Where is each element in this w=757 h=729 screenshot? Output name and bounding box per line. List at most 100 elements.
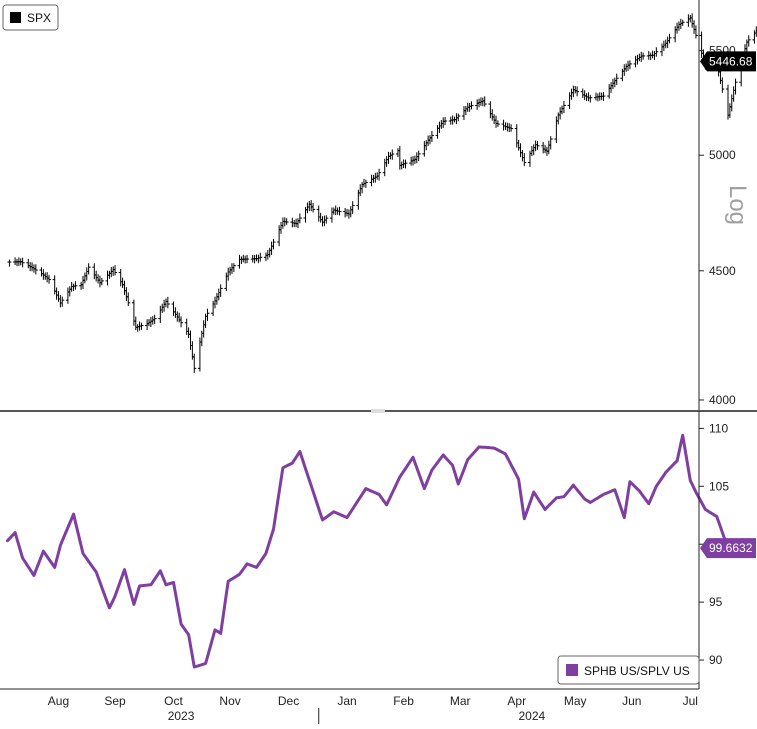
spx-ohlc-bar — [429, 130, 434, 142]
spx-ohlc-bar — [205, 308, 210, 321]
spx-ohlc-bar — [99, 278, 104, 286]
spx-ohlc-bar — [495, 120, 500, 127]
spx-legend[interactable]: SPX — [2, 4, 59, 31]
x-month-label: Sep — [104, 694, 126, 708]
spx-ohlc-bar — [575, 86, 580, 97]
spx-ohlc-bar — [337, 206, 342, 216]
spx-ohlc-bar — [601, 92, 606, 101]
spx-ohlc-bar — [7, 259, 12, 267]
spx-ohlc-bar — [126, 292, 131, 307]
spx-ohlc-bar — [469, 101, 474, 110]
x-axis: Aug Sep Oct Nov Dec Jan Feb Mar Apr May Jun Jul 202… — [0, 688, 699, 724]
spx-ohlc-bar — [482, 96, 487, 107]
spx-ohlc-bar — [693, 25, 698, 39]
spx-ohlc-bar — [33, 264, 38, 275]
x-month-label: Aug — [48, 694, 69, 708]
spx-legend-swatch — [10, 12, 21, 23]
ratio-last-value-badge — [700, 538, 756, 559]
x-month-label: Jan — [337, 694, 356, 708]
ratio-legend-label: SPHB US/SPLV US — [584, 664, 690, 678]
spx-legend-box — [2, 4, 59, 31]
spx-ohlc-bar — [60, 296, 65, 307]
ratio-series-line — [6, 433, 730, 669]
ratio-y-tick-label: 105 — [709, 479, 729, 493]
spx-last-value-marker: 5446.68 — [700, 51, 756, 72]
panel-resize-handle[interactable] — [371, 409, 385, 413]
spx-ohlc-bar — [113, 265, 118, 276]
spx-ohlc-bar — [390, 149, 395, 160]
spx-y-tick-label: 4500 — [709, 264, 736, 278]
spx-ohlc-bar — [284, 218, 289, 225]
spx-ohlc-bar — [720, 77, 725, 93]
ratio-y-tick-label: 95 — [709, 595, 723, 609]
x-month-label: Dec — [278, 694, 299, 708]
ratio-legend-box — [557, 655, 700, 685]
spx-ohlc-bar — [614, 73, 619, 85]
spx-ohlc-bar — [522, 152, 527, 167]
spx-ohlc-bar — [86, 263, 91, 275]
x-month-label: Mar — [450, 694, 471, 708]
x-month-label: Nov — [219, 694, 240, 708]
spx-ohlc-bar — [245, 254, 250, 264]
x-month-label: May — [564, 694, 587, 708]
spx-ohlc-bar — [641, 52, 646, 60]
spx-ohlc-bar — [139, 322, 144, 330]
spx-ohlc-bar — [271, 238, 276, 250]
spx-ohlc-bar — [165, 296, 170, 309]
x-month-label: Jul — [683, 694, 698, 708]
spx-ohlc-bar — [456, 113, 461, 122]
spx-ohlc-bar — [746, 35, 751, 47]
ratio-panel: 9095100105110 99.6632 SPHB US/SPLV US — [6, 411, 756, 689]
spx-last-value-badge — [700, 51, 756, 72]
spx-ohlc-bar — [152, 314, 157, 324]
ratio-y-tick-label: 110 — [709, 421, 728, 435]
ratio-last-value-marker: 99.6632 — [700, 538, 756, 559]
spx-ohlc-bar — [363, 179, 368, 188]
spx-ohlc-bar — [192, 353, 197, 373]
spx-ohlc-bar — [311, 203, 316, 213]
ratio-legend[interactable]: SPHB US/SPLV US — [557, 655, 700, 685]
spx-ohlc-bar — [588, 94, 593, 103]
spx-ohlc-bar — [218, 284, 223, 298]
spx-scale-label: Log — [724, 185, 751, 225]
x-month-label: Apr — [507, 694, 526, 708]
ratio-last-value-label: 99.6632 — [709, 541, 753, 555]
spx-ohlc-bar — [377, 168, 382, 181]
spx-ohlc-bar — [654, 47, 659, 57]
spx-ohlc-bar — [297, 213, 302, 224]
spx-ohlc-bar — [47, 274, 52, 284]
ratio-legend-swatch — [566, 664, 578, 676]
spx-ohlc-bar — [20, 257, 25, 268]
x-year-label: 2023 — [168, 709, 195, 723]
spx-y-tick-label: 4000 — [709, 393, 736, 407]
spx-ohlc-bar — [509, 124, 514, 132]
spx-ohlc-bar — [350, 201, 355, 214]
spx-ohlc-bar — [561, 100, 566, 114]
spx-ohlc-bar — [667, 33, 672, 44]
spx-ohlc-bar — [535, 140, 540, 150]
spx-ohlc-bar — [443, 116, 448, 126]
spx-ohlc-bar — [231, 263, 236, 273]
spx-ohlc-bar — [73, 281, 78, 290]
spx-ohlc-bar — [324, 215, 329, 224]
spx-ohlc-bar — [416, 150, 421, 162]
spx-ohlc-bar — [627, 60, 632, 70]
x-year-label: 2024 — [519, 709, 546, 723]
spx-y-tick-label: 5000 — [709, 148, 736, 162]
spx-ohlc-bar — [680, 19, 685, 26]
x-month-labels: Aug Sep Oct Nov Dec Jan Feb Mar Apr May Jun Jul — [48, 694, 698, 708]
spx-ohlc-bar — [179, 316, 184, 328]
spx-ohlc-bars — [7, 13, 757, 373]
ratio-y-tick-label: 90 — [709, 653, 723, 667]
x-year-labels: 2023 2024 — [168, 709, 546, 723]
x-month-label: Feb — [393, 694, 414, 708]
spx-ohlc-bar — [733, 78, 738, 95]
spx-ohlc-bar — [403, 159, 408, 169]
spx-ohlc-bar — [548, 136, 553, 150]
x-month-label: Oct — [164, 694, 183, 708]
x-month-label: Jun — [622, 694, 641, 708]
